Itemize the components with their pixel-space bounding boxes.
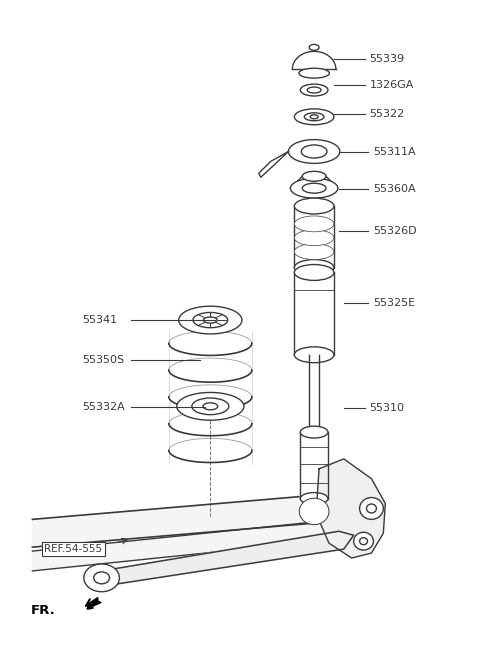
Ellipse shape [300,426,328,438]
Text: 55332A: 55332A [82,402,125,412]
Ellipse shape [294,265,334,280]
Ellipse shape [204,317,217,323]
Ellipse shape [301,145,327,158]
Ellipse shape [300,84,328,96]
Text: 55360A: 55360A [373,184,416,194]
Polygon shape [294,206,334,267]
Ellipse shape [288,140,340,163]
Ellipse shape [300,499,328,524]
Ellipse shape [300,493,328,504]
Text: 55350S: 55350S [82,355,124,365]
Ellipse shape [290,178,338,198]
Polygon shape [33,517,359,571]
Ellipse shape [177,392,244,421]
Ellipse shape [309,45,319,50]
Polygon shape [300,432,328,498]
Ellipse shape [192,398,229,415]
Ellipse shape [94,572,109,584]
Ellipse shape [309,506,320,516]
Ellipse shape [304,113,324,121]
Ellipse shape [179,306,242,334]
Text: 55341: 55341 [82,315,117,325]
Ellipse shape [294,216,334,232]
Ellipse shape [294,230,334,246]
Text: 55326D: 55326D [373,226,417,236]
Text: 1326GA: 1326GA [370,80,414,90]
Polygon shape [309,355,319,432]
Ellipse shape [354,533,373,550]
Ellipse shape [294,347,334,363]
Ellipse shape [193,312,228,328]
Polygon shape [33,492,359,547]
Polygon shape [294,272,334,355]
Text: 55310: 55310 [370,403,405,413]
Ellipse shape [203,403,218,410]
Ellipse shape [307,87,321,93]
Ellipse shape [294,259,334,276]
Ellipse shape [310,115,318,119]
Text: FR.: FR. [30,604,55,617]
Ellipse shape [302,172,326,181]
Ellipse shape [367,504,376,513]
Text: 55325E: 55325E [373,298,416,309]
Polygon shape [316,459,385,558]
Ellipse shape [84,564,120,591]
Ellipse shape [302,183,326,193]
Text: 55322: 55322 [370,109,405,119]
Ellipse shape [299,68,329,78]
Ellipse shape [294,198,334,214]
Ellipse shape [360,498,384,519]
Ellipse shape [294,244,334,259]
Ellipse shape [360,538,368,545]
Text: 55311A: 55311A [373,147,416,157]
Polygon shape [259,151,288,178]
Ellipse shape [294,109,334,124]
Text: REF.54-555: REF.54-555 [44,544,102,554]
Polygon shape [96,531,354,585]
Text: 55339: 55339 [370,54,405,64]
Polygon shape [308,498,320,512]
Polygon shape [292,51,336,69]
Ellipse shape [300,498,329,525]
